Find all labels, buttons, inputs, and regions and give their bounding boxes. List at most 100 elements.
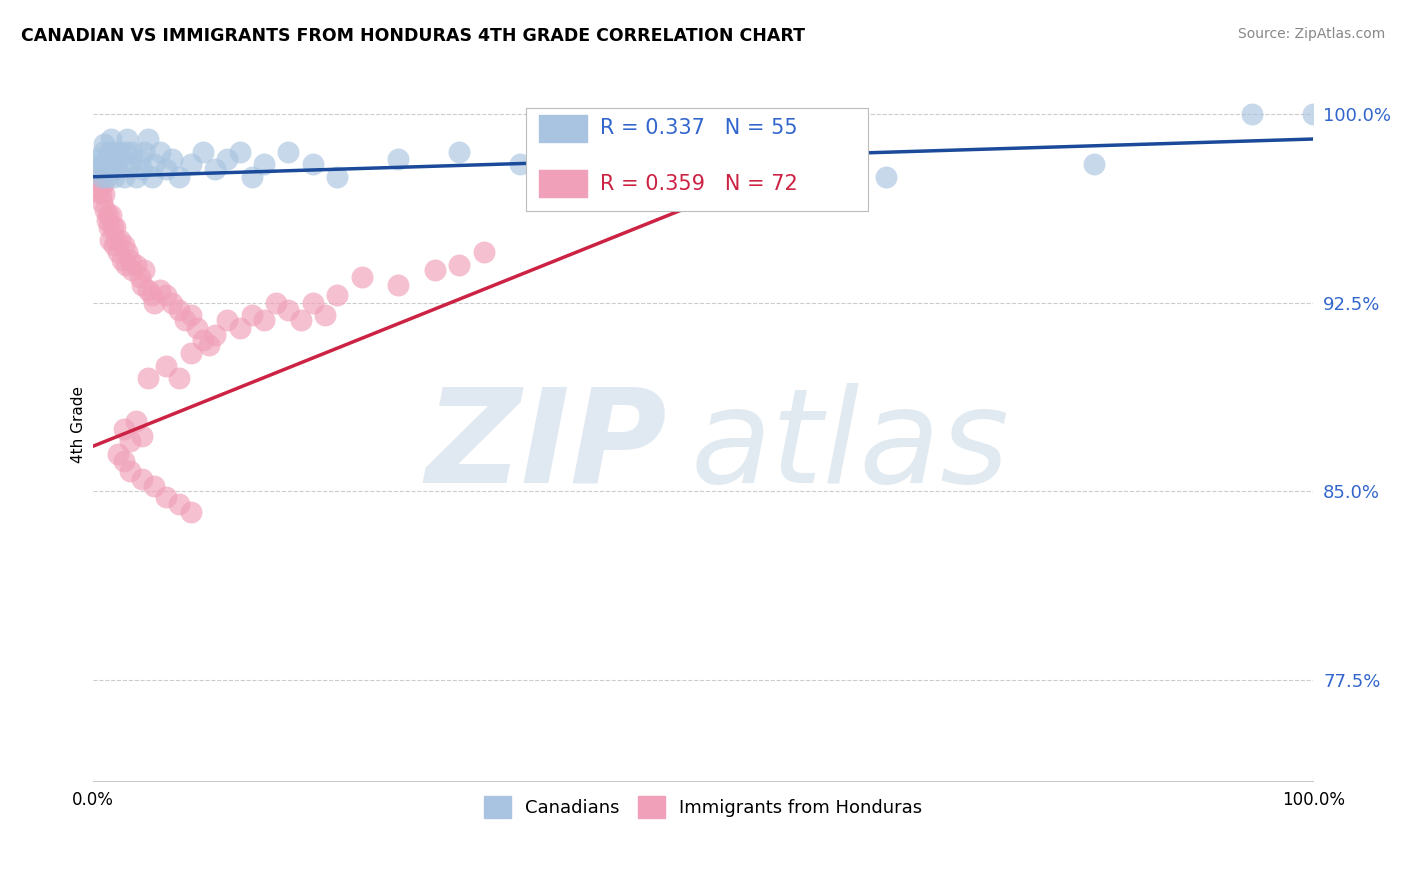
Point — [449, 145, 471, 159]
Point — [121, 145, 143, 159]
Point — [112, 169, 135, 184]
Y-axis label: 4th Grade: 4th Grade — [72, 386, 86, 463]
Point — [89, 152, 111, 166]
Point — [96, 169, 118, 184]
Point — [98, 162, 121, 177]
Point — [326, 169, 349, 184]
Point — [136, 283, 159, 297]
Point — [423, 263, 446, 277]
Point — [180, 308, 202, 322]
Point — [91, 178, 114, 192]
Point — [107, 245, 129, 260]
Text: atlas: atlas — [690, 383, 1010, 509]
Point — [155, 359, 177, 373]
Point — [90, 194, 112, 209]
Point — [1083, 157, 1105, 171]
Point — [91, 145, 114, 159]
Point — [155, 162, 177, 177]
Point — [149, 283, 172, 297]
Point — [136, 132, 159, 146]
Point — [301, 157, 323, 171]
Point — [100, 132, 122, 146]
Point — [180, 157, 202, 171]
Point — [100, 208, 122, 222]
Point — [1302, 107, 1324, 121]
FancyBboxPatch shape — [526, 108, 868, 211]
Point — [191, 334, 214, 348]
Point — [125, 258, 148, 272]
Point — [118, 252, 141, 267]
Point — [118, 464, 141, 478]
Point — [186, 321, 208, 335]
Point — [103, 237, 125, 252]
Point — [253, 157, 276, 171]
Point — [162, 152, 184, 166]
Point — [98, 145, 121, 159]
Point — [155, 288, 177, 302]
Point — [875, 169, 897, 184]
Point — [89, 182, 111, 196]
Point — [107, 447, 129, 461]
Point — [1241, 107, 1264, 121]
Point — [104, 220, 127, 235]
Point — [264, 295, 287, 310]
Point — [387, 152, 409, 166]
Point — [101, 157, 124, 171]
Point — [277, 145, 299, 159]
Point — [115, 145, 138, 159]
Point — [217, 313, 239, 327]
Point — [125, 414, 148, 428]
Point — [131, 278, 153, 293]
Point — [112, 421, 135, 435]
Text: CANADIAN VS IMMIGRANTS FROM HONDURAS 4TH GRADE CORRELATION CHART: CANADIAN VS IMMIGRANTS FROM HONDURAS 4TH… — [21, 27, 806, 45]
Point — [314, 308, 336, 322]
Point — [105, 233, 128, 247]
Point — [108, 233, 131, 247]
Point — [173, 313, 195, 327]
Point — [191, 145, 214, 159]
Point — [631, 162, 654, 177]
Point — [134, 145, 156, 159]
Point — [89, 187, 111, 202]
Point — [98, 220, 121, 235]
Point — [86, 169, 108, 184]
Point — [117, 245, 139, 260]
Point — [97, 152, 120, 166]
Point — [97, 208, 120, 222]
Point — [94, 202, 117, 217]
Point — [101, 220, 124, 235]
Point — [204, 162, 226, 177]
Point — [108, 145, 131, 159]
Point — [204, 328, 226, 343]
Point — [155, 490, 177, 504]
Point — [125, 169, 148, 184]
Point — [569, 145, 592, 159]
Point — [180, 505, 202, 519]
Text: ZIP: ZIP — [425, 383, 666, 509]
Point — [141, 288, 163, 302]
Point — [143, 157, 166, 171]
Text: R = 0.337   N = 55: R = 0.337 N = 55 — [599, 119, 797, 138]
Point — [93, 136, 115, 151]
Legend: Canadians, Immigrants from Honduras: Canadians, Immigrants from Honduras — [477, 789, 929, 825]
Point — [277, 303, 299, 318]
Point — [112, 237, 135, 252]
Point — [253, 313, 276, 327]
Point — [98, 233, 121, 247]
Point — [115, 258, 138, 272]
FancyBboxPatch shape — [538, 115, 588, 142]
Point — [198, 338, 221, 352]
Point — [228, 145, 250, 159]
Text: R = 0.359   N = 72: R = 0.359 N = 72 — [599, 174, 797, 194]
Point — [103, 169, 125, 184]
Point — [96, 212, 118, 227]
Point — [167, 371, 190, 385]
Point — [105, 162, 128, 177]
Point — [449, 258, 471, 272]
Point — [90, 169, 112, 184]
Point — [128, 152, 150, 166]
Point — [94, 157, 117, 171]
Text: Source: ZipAtlas.com: Source: ZipAtlas.com — [1237, 27, 1385, 41]
Point — [167, 303, 190, 318]
Point — [121, 263, 143, 277]
